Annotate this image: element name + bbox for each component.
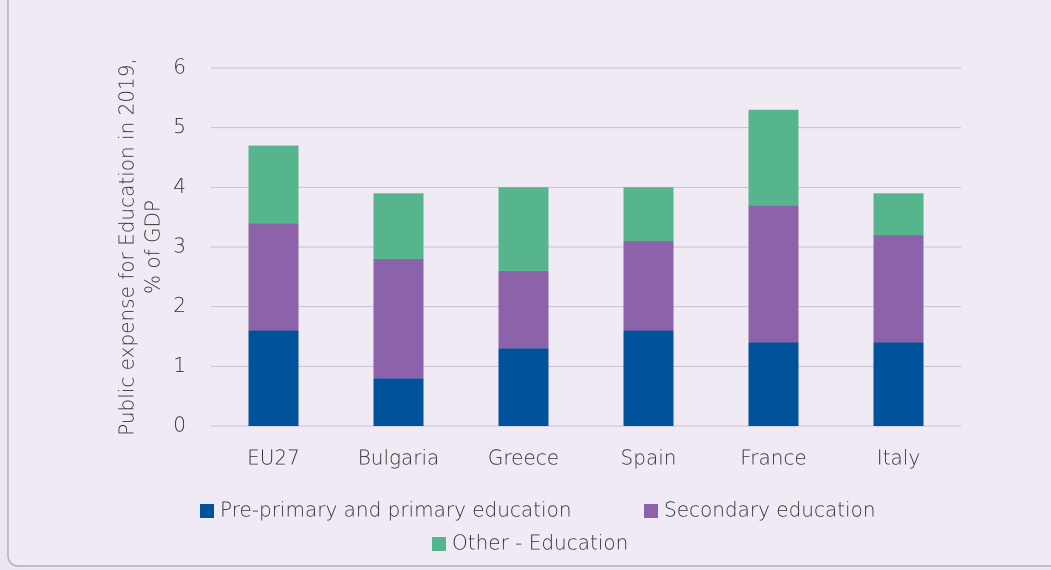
bar-segment <box>373 378 424 426</box>
x-tick-label: Bulgaria <box>358 446 440 470</box>
bar-segment <box>623 241 674 331</box>
bar-segment <box>373 193 424 259</box>
bar-segment <box>873 342 924 426</box>
bar-segment <box>873 193 924 236</box>
y-tick-label: 3 <box>173 234 186 258</box>
bar-segment <box>498 270 549 349</box>
x-tick-label: Italy <box>877 446 920 470</box>
y-tick-label: 5 <box>173 114 186 138</box>
bar-segment <box>373 258 424 379</box>
y-axis-label: Public expense for Education in 2019, % … <box>115 58 165 436</box>
y-tick-label: 6 <box>173 55 186 79</box>
bar-segment <box>873 235 924 343</box>
x-tick-label: France <box>740 446 807 470</box>
bar-segment <box>248 330 299 426</box>
legend-swatch <box>432 537 446 551</box>
y-tick-label: 1 <box>173 353 186 377</box>
bar-segment <box>748 109 799 206</box>
y-tick-label: 4 <box>173 174 186 198</box>
bar-segment <box>623 187 674 242</box>
legend-label: Secondary education <box>664 498 876 522</box>
y-tick-label: 2 <box>173 293 186 317</box>
bar-segment <box>748 342 799 426</box>
y-axis-label-line: Public expense for Education in 2019, <box>115 58 139 436</box>
legend-label: Pre-primary and primary education <box>220 498 572 522</box>
bar-segment <box>248 145 299 224</box>
bar-segment <box>748 205 799 343</box>
x-tick-label: EU27 <box>247 446 300 470</box>
bar-segment <box>623 330 674 426</box>
bar-segment <box>498 348 549 426</box>
x-tick-label: Spain <box>621 446 677 470</box>
legend-swatch <box>644 504 658 518</box>
y-tick-label: 0 <box>173 413 186 437</box>
bar-segment <box>498 187 549 271</box>
legend-swatch <box>200 504 214 518</box>
legend-item: Pre-primary and primary education <box>200 498 572 522</box>
y-axis-label-line: % of GDP <box>141 200 165 294</box>
legend-item: Other - Education <box>432 531 628 555</box>
legend-label: Other - Education <box>452 531 628 555</box>
x-tick-label: Greece <box>488 446 559 470</box>
bar-segment <box>248 223 299 331</box>
legend-item: Secondary education <box>644 498 876 522</box>
